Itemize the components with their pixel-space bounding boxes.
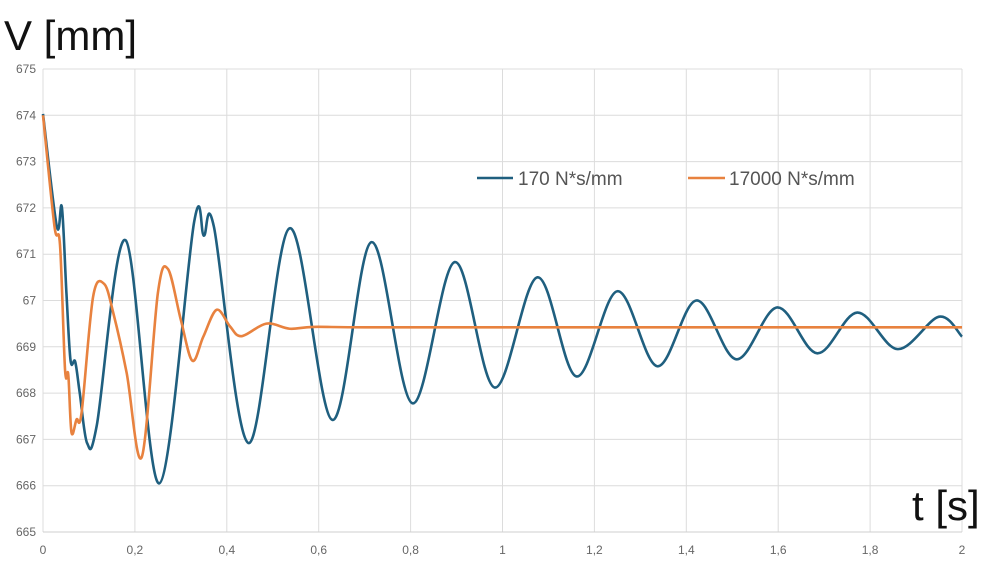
y-tick-label: 667	[16, 432, 36, 446]
y-axis-ticks: 675 674 673 672 671 67 669 668 667 666 665	[16, 62, 36, 539]
x-tick-label: 1,4	[678, 543, 695, 557]
legend: 170 N*s/mm 17000 N*s/mm	[477, 169, 855, 190]
series-line-1	[41, 115, 962, 460]
series-lines	[41, 113, 963, 485]
x-axis-ticks: 0 0,2 0,4 0,6 0,8 1 1,2 1,4 1,6 1,8 2	[40, 543, 966, 557]
y-tick-label: 674	[16, 108, 36, 122]
x-tick-label: 1,6	[770, 543, 787, 557]
y-tick-label: 665	[16, 525, 36, 539]
x-tick-label: 0,2	[127, 543, 144, 557]
y-axis-title: V [mm]	[4, 12, 137, 59]
y-tick-label: 668	[16, 386, 36, 400]
legend-label-170: 170 N*s/mm	[518, 169, 623, 190]
y-tick-label: 671	[16, 247, 36, 261]
x-tick-label: 0,8	[402, 543, 419, 557]
x-tick-label: 1,2	[586, 543, 603, 557]
x-tick-label: 0	[40, 543, 47, 557]
y-tick-label: 672	[16, 201, 36, 215]
x-tick-label: 1,8	[862, 543, 879, 557]
y-tick-label: 669	[16, 340, 36, 354]
y-tick-label: 675	[16, 62, 36, 76]
y-tick-label: 673	[16, 155, 36, 169]
legend-label-17000: 17000 N*s/mm	[729, 169, 855, 190]
x-tick-label: 2	[959, 543, 966, 557]
x-tick-label: 1	[499, 543, 506, 557]
grid	[42, 68, 963, 533]
x-tick-label: 0,4	[218, 543, 235, 557]
x-axis-title: t [s]	[912, 482, 980, 529]
x-tick-label: 0,6	[310, 543, 327, 557]
y-tick-label: 67	[23, 294, 37, 308]
y-tick-label: 666	[16, 479, 36, 493]
